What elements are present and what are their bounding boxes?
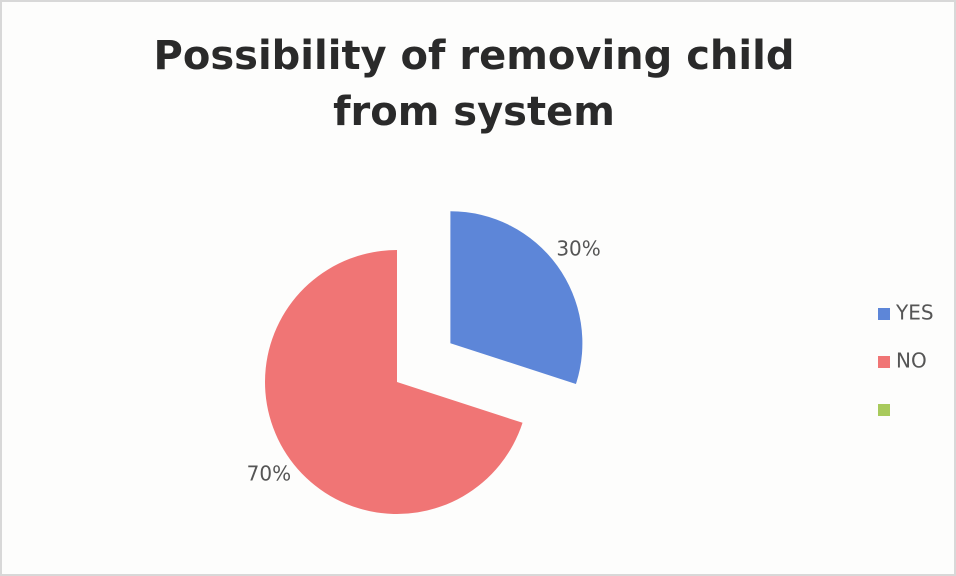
chart-title: Possibility of removing child from syste… <box>153 33 795 135</box>
legend-swatch <box>878 404 890 416</box>
data-label: 70% <box>247 462 291 486</box>
legend-swatch <box>878 308 890 320</box>
pie-slice <box>265 250 523 514</box>
pie-slice <box>450 211 583 384</box>
legend-label: YES <box>895 301 934 325</box>
legend-label: NO <box>896 349 927 373</box>
legend-swatch <box>878 356 890 368</box>
data-label: 30% <box>556 237 600 261</box>
